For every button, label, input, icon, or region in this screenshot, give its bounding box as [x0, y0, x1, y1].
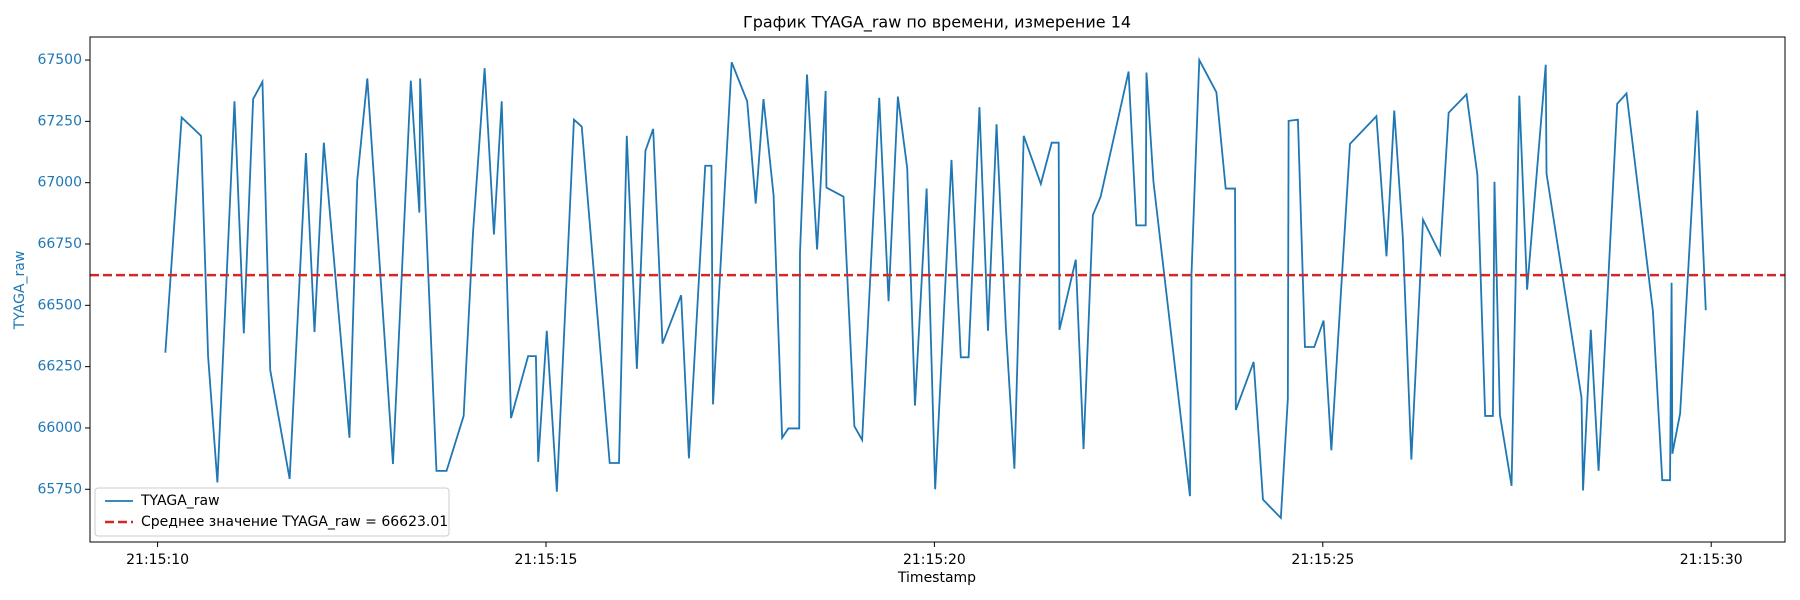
data-line: [164, 56, 1707, 521]
legend-label: TYAGA_raw: [140, 493, 220, 509]
chart-title: График TYAGA_raw по времени, измерение 1…: [743, 13, 1131, 33]
x-tick-label: 21:15:25: [1291, 552, 1354, 568]
x-axis-label: Timestamp: [897, 570, 976, 586]
y-axis-label: TYAGA_raw: [12, 251, 28, 331]
plot-frame: [89, 36, 1786, 543]
legend-label: Среднее значение TYAGA_raw = 66623.01: [141, 514, 448, 530]
x-tick-label: 21:15:30: [1680, 552, 1743, 568]
y-tick-label: 65750: [37, 481, 82, 497]
legend-box: [94, 487, 450, 537]
y-tick-label: 66500: [37, 297, 82, 313]
y-tick-label: 66000: [37, 420, 82, 436]
y-tick-label: 66750: [37, 236, 82, 252]
y-tick-label: 67250: [37, 113, 82, 129]
x-tick-label: 21:15:10: [126, 552, 189, 568]
y-tick-label: 67500: [37, 52, 82, 68]
y-tick-label: 66250: [37, 359, 82, 375]
x-tick-label: 21:15:15: [515, 552, 578, 568]
x-tick-label: 21:15:20: [903, 552, 966, 568]
y-tick-label: 67000: [37, 175, 82, 191]
